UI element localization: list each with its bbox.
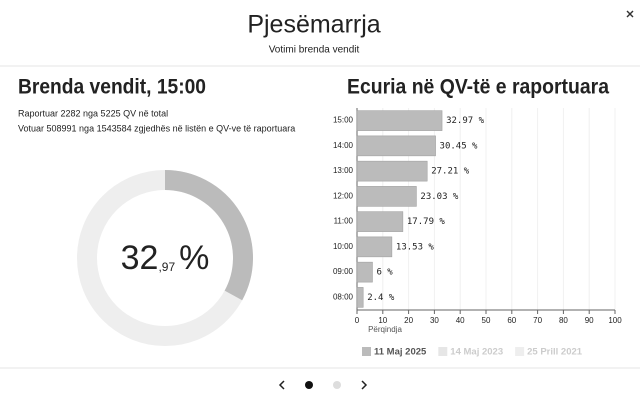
next-arrow[interactable] <box>361 380 368 390</box>
x-tick-label: 0 <box>355 316 360 325</box>
x-axis-label: Përqindja <box>368 325 402 334</box>
x-tick-label: 30 <box>430 316 439 325</box>
y-tick-label: 11:00 <box>334 217 354 226</box>
bar <box>356 211 404 232</box>
value-label: 2.4 % <box>367 293 395 303</box>
x-tick-label: 50 <box>482 316 491 325</box>
y-tick-label: 14:00 <box>333 141 354 150</box>
y-tick-label: 12:00 <box>333 191 354 200</box>
legend-label[interactable]: 14 Maj 2023 <box>450 347 503 358</box>
bar <box>356 261 373 283</box>
y-tick-label: 08:00 <box>333 292 354 301</box>
left-heading: Brenda vendit, 15:00 <box>18 76 206 99</box>
x-tick-label: 70 <box>533 316 542 325</box>
value-label: 23.03 % <box>420 192 459 202</box>
x-tick-label: 90 <box>585 316 594 325</box>
page-title: Pjesëmarrja <box>247 11 380 39</box>
value-label: 27.21 % <box>431 167 470 177</box>
value-label: 17.79 % <box>407 217 446 227</box>
value-label: 30.45 % <box>440 141 479 151</box>
bar <box>356 236 393 258</box>
unit: % <box>179 239 209 277</box>
bar <box>356 160 428 182</box>
info-line: Raportuar 2282 nga 5225 QV në total <box>18 108 168 118</box>
x-tick-label: 80 <box>559 316 568 325</box>
value-label: 32.97 % <box>446 116 485 126</box>
bar <box>356 287 364 308</box>
page-dot[interactable] <box>333 381 341 389</box>
info-line: Votuar 508991 nga 1543584 zgjedhës në li… <box>18 123 295 133</box>
bar <box>356 110 443 131</box>
x-tick-label: 10 <box>378 316 387 325</box>
legend-swatch <box>515 347 525 356</box>
prev-arrow[interactable] <box>278 380 285 390</box>
bar-chart: 0 10 20 30 40 50 60 70 80 90 100 Përqindja 15:00 32.9… <box>333 108 622 358</box>
close-button[interactable] <box>626 10 634 18</box>
donut-arc <box>164 170 253 301</box>
donut-center-label: 32,97% <box>121 239 210 277</box>
x-tick-label: 20 <box>404 316 413 325</box>
bar <box>356 186 417 207</box>
legend-swatch <box>438 347 448 356</box>
x-tick-label: 100 <box>608 316 622 325</box>
x-tick-label: 40 <box>456 316 465 325</box>
legend-label[interactable]: 25 Prill 2021 <box>527 347 583 358</box>
chart-title: Ecuria në QV-të e raportuara <box>347 76 609 99</box>
x-tick-label: 60 <box>507 316 516 325</box>
page-dot[interactable] <box>305 381 313 389</box>
donut <box>77 170 253 346</box>
legend-label[interactable]: 11 Maj 2025 <box>374 347 427 358</box>
page-subtitle: Votimi brenda vendit <box>269 45 360 56</box>
value-label: 13.53 % <box>396 242 435 252</box>
decimal: ,97 <box>158 260 175 274</box>
y-tick-label: 13:00 <box>333 166 354 175</box>
integer: 32 <box>121 239 159 277</box>
y-tick-label: 15:00 <box>333 116 354 125</box>
legend-swatch <box>362 347 371 356</box>
value-label: 6 % <box>376 268 393 278</box>
y-tick-label: 10:00 <box>333 242 354 251</box>
y-tick-label: 09:00 <box>333 267 354 276</box>
bar <box>356 135 436 157</box>
